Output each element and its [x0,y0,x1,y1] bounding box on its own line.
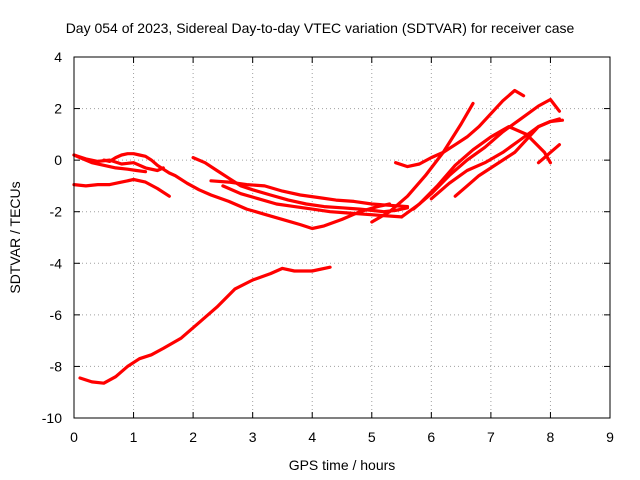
x-axis-label: GPS time / hours [289,457,396,473]
y-tick-label: -2 [50,204,63,220]
chart-title: Day 054 of 2023, Sidereal Day-to-day VTE… [66,20,575,36]
x-tick-label: 5 [368,429,376,445]
x-tick-label: 8 [547,429,555,445]
y-tick-label: 4 [54,49,62,65]
series-line-arc-7 [209,179,410,209]
y-axis-label: SDTVAR / TECUs [7,181,23,293]
series-line-arc-3 [72,177,171,198]
x-tick-labels: 0 1 2 3 4 5 6 7 8 9 [70,429,614,445]
x-tick-label: 3 [249,429,257,445]
series-line-arc-4 [72,153,165,173]
y-tick-labels: -10 -8 -6 -4 -2 0 2 4 [42,49,62,426]
x-tick-label: 4 [308,429,316,445]
series-line-arc-15 [536,143,562,165]
series-line-arc-10 [394,88,526,169]
plot-frame [73,56,611,419]
series-line-arc-12 [411,97,562,211]
y-tick-label: -10 [42,410,62,426]
y-tick-label: 0 [54,152,62,168]
x-tick-label: 9 [606,429,614,445]
series-line-arc-2 [102,152,392,231]
series-line-arc-5 [78,265,332,385]
y-tick-label: 2 [54,101,62,117]
series-line-arc-8 [221,184,404,219]
y-tick-label: -8 [50,358,63,374]
x-tick-label: 6 [427,429,435,445]
series-line-arc-6 [191,156,410,214]
series-line-arc-9 [370,101,475,224]
x-tick-label: 2 [189,429,197,445]
x-tick-label: 1 [130,429,138,445]
axis-ticks [73,56,611,419]
y-tick-label: -6 [50,307,63,323]
series-line-arc-13 [429,117,562,201]
x-tick-label: 0 [70,429,78,445]
x-tick-label: 7 [487,429,495,445]
series-line-arc-14 [453,118,565,198]
y-tick-label: -4 [50,255,63,271]
series-group [72,88,565,385]
